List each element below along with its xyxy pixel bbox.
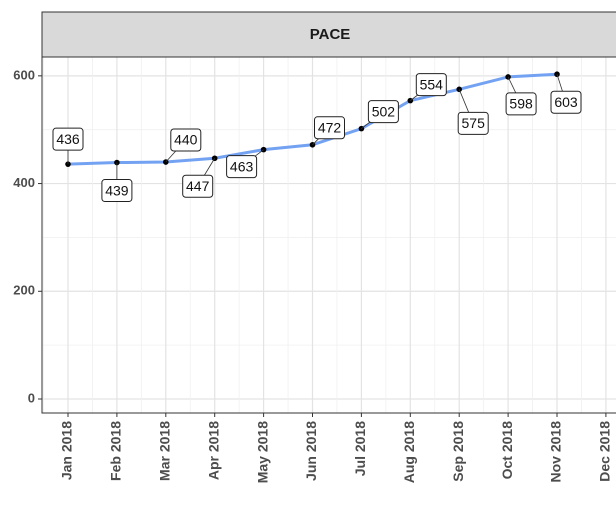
y-tick-label: 600 xyxy=(13,67,35,82)
data-label: 575 xyxy=(462,115,486,131)
marks: 436 439 440 447 463 472 502 554 575 598 603 xyxy=(52,71,582,203)
x-tick-label: Jan 2018 xyxy=(59,421,75,480)
x-tick-label: May 2018 xyxy=(254,421,270,483)
data-label-box xyxy=(505,92,537,116)
point xyxy=(456,86,463,93)
data-label: 439 xyxy=(105,182,129,198)
data-label: 447 xyxy=(186,178,210,194)
x-tick-label: Aug 2018 xyxy=(401,421,417,483)
data-label-box xyxy=(415,73,447,97)
data-label-box xyxy=(182,174,214,198)
x-tick-label: Apr 2018 xyxy=(205,421,221,480)
x-tick-label: Sep 2018 xyxy=(450,421,466,482)
data-label-box xyxy=(314,116,345,140)
y-tick-label: 200 xyxy=(13,283,35,298)
x-tick-label: Feb 2018 xyxy=(108,421,124,481)
chart-title: PACE xyxy=(310,26,351,43)
data-label-box xyxy=(101,179,133,203)
panel-border xyxy=(41,56,616,414)
y-tick-label: 400 xyxy=(13,175,35,190)
data-label-box xyxy=(52,127,84,151)
point xyxy=(554,71,560,78)
x-tick-label: Dec 2018 xyxy=(597,421,613,482)
data-label: 472 xyxy=(318,119,342,135)
data-label-box xyxy=(226,155,258,179)
data-label: 436 xyxy=(56,131,80,147)
x-tick-label: Mar 2018 xyxy=(157,421,173,481)
data-label-box xyxy=(170,128,202,152)
facet-strip xyxy=(41,11,616,58)
x-tick-label: Nov 2018 xyxy=(548,421,564,483)
data-label: 502 xyxy=(372,103,396,119)
data-label-box xyxy=(367,100,399,124)
data-label: 440 xyxy=(174,132,198,148)
data-label: 554 xyxy=(420,76,444,92)
x-tick-label: Jul 2018 xyxy=(352,421,368,476)
x-tick-label: Jun 2018 xyxy=(303,421,319,481)
y-tick-label: 0 xyxy=(28,390,35,405)
data-label-box xyxy=(457,111,489,135)
data-label: 598 xyxy=(509,96,533,112)
data-label-box xyxy=(550,90,582,114)
x-tick-label: Oct 2018 xyxy=(499,421,515,480)
data-label: 463 xyxy=(230,158,254,174)
data-label: 603 xyxy=(554,94,578,110)
